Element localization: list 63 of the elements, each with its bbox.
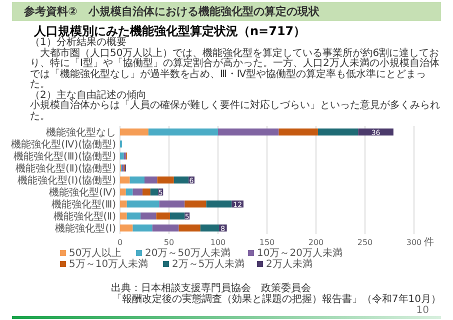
bar [120, 176, 130, 184]
legend-label: 5万～10万人未満 [69, 258, 148, 270]
annotation: 小規模自治体からは「人員の確保が難しく要件に対応しづらい」といった意見が多くみられた。 [30, 101, 441, 122]
annotation: （1）分析結果の概要 [30, 38, 126, 48]
bar [318, 128, 358, 136]
bar [130, 176, 144, 184]
annotation: 「報酬改定後の実態調査（効果と課題の把握）報告書」（令和7年10月） [112, 294, 441, 305]
x-tick-label: 200 [308, 238, 324, 247]
legend-label: 20万～50万人未満 [145, 247, 230, 259]
x-tick-label: 50 [164, 238, 174, 247]
bar [150, 188, 158, 196]
bar [200, 224, 219, 232]
y-tick-label: 機能強化型(Ⅲ)(協働型) [14, 150, 116, 162]
x-tick-label: 100 [210, 238, 226, 247]
y-tick-label: 機能強化型(Ⅳ)(協働型) [11, 138, 116, 150]
legend-label: 2万～5万人未満 [172, 258, 245, 270]
x-tick-label: 300 [406, 238, 422, 247]
bar [140, 212, 156, 220]
bar [184, 200, 206, 208]
bar [174, 176, 189, 184]
bar [178, 224, 200, 232]
x-axis-title: 件 [424, 237, 434, 248]
subtitle: 人口規模別にみた機能強化型算定状況（n=717） [34, 25, 306, 38]
x-tick-label: 150 [259, 238, 275, 247]
bar [142, 188, 150, 196]
annotation: 大都市圏（人口50万人以上）では、機能強化型を算定している事業所が約6割に達しており、特に「Ⅰ型」や「協働型」の算定割合が高かった。一方、人口2万人未満の小規模自治体では「機能強化型なし」が過半数を占め、Ⅲ・Ⅳ型や協働型の算定率も低水準にとどまった。 [30, 48, 440, 90]
bar [132, 224, 152, 232]
y-tick-label: 機能強化型(Ⅱ) [53, 210, 116, 222]
y-tick-label: 機能強化型なし [46, 126, 116, 138]
title: 参考資料② 小規模自治体における機能強化型の算定の現状 [24, 6, 320, 18]
bar [132, 188, 143, 196]
annotation: 出典：日本相談支援専門員協会 政策委員会 [111, 283, 312, 294]
legend-label: 10万～20万人未満 [257, 247, 342, 259]
legend-label: 2万人未満 [266, 258, 312, 270]
bar [144, 176, 158, 184]
bar [120, 212, 127, 220]
x-tick-label: 0 [117, 238, 123, 247]
bar [126, 200, 160, 208]
bar [218, 128, 279, 136]
bar [278, 128, 318, 136]
bar [120, 224, 133, 232]
legend-label: 50万人以上 [69, 247, 122, 259]
bar [148, 128, 218, 136]
bar [120, 152, 124, 160]
bar [157, 176, 174, 184]
y-tick-label: 機能強化型(Ⅰ) [55, 222, 116, 234]
bar [152, 224, 179, 232]
bar [120, 200, 127, 208]
annotation: 10 [416, 305, 429, 316]
bar [126, 188, 133, 196]
bar [156, 212, 170, 220]
x-tick-label: 250 [357, 238, 373, 247]
y-tick-label: 機能強化型(Ⅰ)(協働型) [17, 174, 116, 186]
bar [126, 212, 141, 220]
bar [206, 200, 232, 208]
bar [159, 200, 185, 208]
y-tick-label: 機能強化型(Ⅳ) [48, 186, 116, 198]
y-tick-label: 機能強化型(Ⅲ) [51, 198, 116, 210]
bar [120, 188, 126, 196]
annotation: （2）主な自由記述の傾向 [30, 90, 146, 100]
y-tick-label: 機能強化型(Ⅱ)(協働型) [15, 162, 116, 174]
bar [170, 212, 185, 220]
bar [120, 128, 148, 136]
